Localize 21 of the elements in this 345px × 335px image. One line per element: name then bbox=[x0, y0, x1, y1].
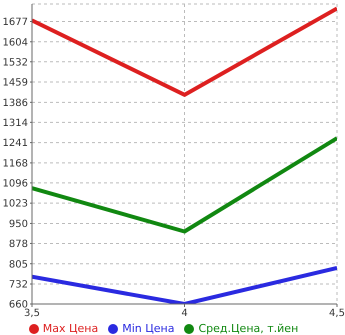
y-tick-label: 1604 bbox=[2, 37, 28, 48]
legend-label: Max Цена bbox=[42, 322, 98, 335]
x-tick-label: 4,5 bbox=[329, 308, 345, 320]
legend-label: Сред.Цена, т.йен bbox=[198, 322, 298, 335]
y-tick-label: 1386 bbox=[2, 98, 28, 109]
y-tick-label: 1314 bbox=[2, 118, 28, 129]
y-tick-label: 950 bbox=[8, 218, 28, 230]
y-tick-label: 1168 bbox=[2, 158, 28, 170]
y-tick-label: 805 bbox=[8, 259, 28, 270]
y-tick-label: 660 bbox=[8, 300, 28, 311]
y-tick-label: 1532 bbox=[2, 57, 28, 68]
y-tick-label: 878 bbox=[8, 238, 28, 250]
y-tick-label: 732 bbox=[8, 280, 28, 291]
y-tick-label: 1459 bbox=[2, 78, 28, 89]
x-tick-label: 3,5 bbox=[24, 308, 40, 320]
y-tick-label: 1241 bbox=[2, 138, 28, 150]
y-tick-label: 1023 bbox=[2, 198, 28, 210]
x-tick-label: 4 bbox=[181, 308, 188, 320]
y-tick-label: 1677 bbox=[2, 17, 28, 28]
y-tick-label: 1096 bbox=[2, 178, 28, 190]
legend-label: Min Цена bbox=[122, 322, 174, 335]
